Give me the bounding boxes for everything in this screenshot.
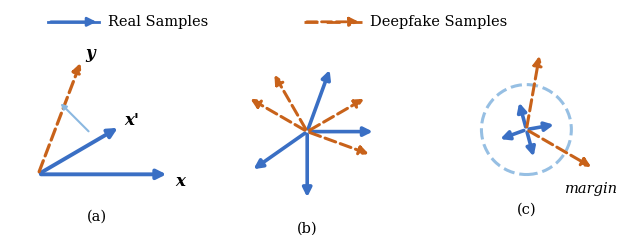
Text: (c): (c)	[516, 202, 536, 216]
Text: x': x'	[125, 112, 140, 129]
Text: margin: margin	[565, 182, 618, 196]
Text: (a): (a)	[87, 210, 108, 224]
Text: Deepfake Samples: Deepfake Samples	[370, 15, 507, 29]
Text: y: y	[85, 45, 95, 62]
Text: (b): (b)	[297, 222, 317, 235]
Text: x: x	[175, 173, 185, 190]
Text: Real Samples: Real Samples	[108, 15, 208, 29]
